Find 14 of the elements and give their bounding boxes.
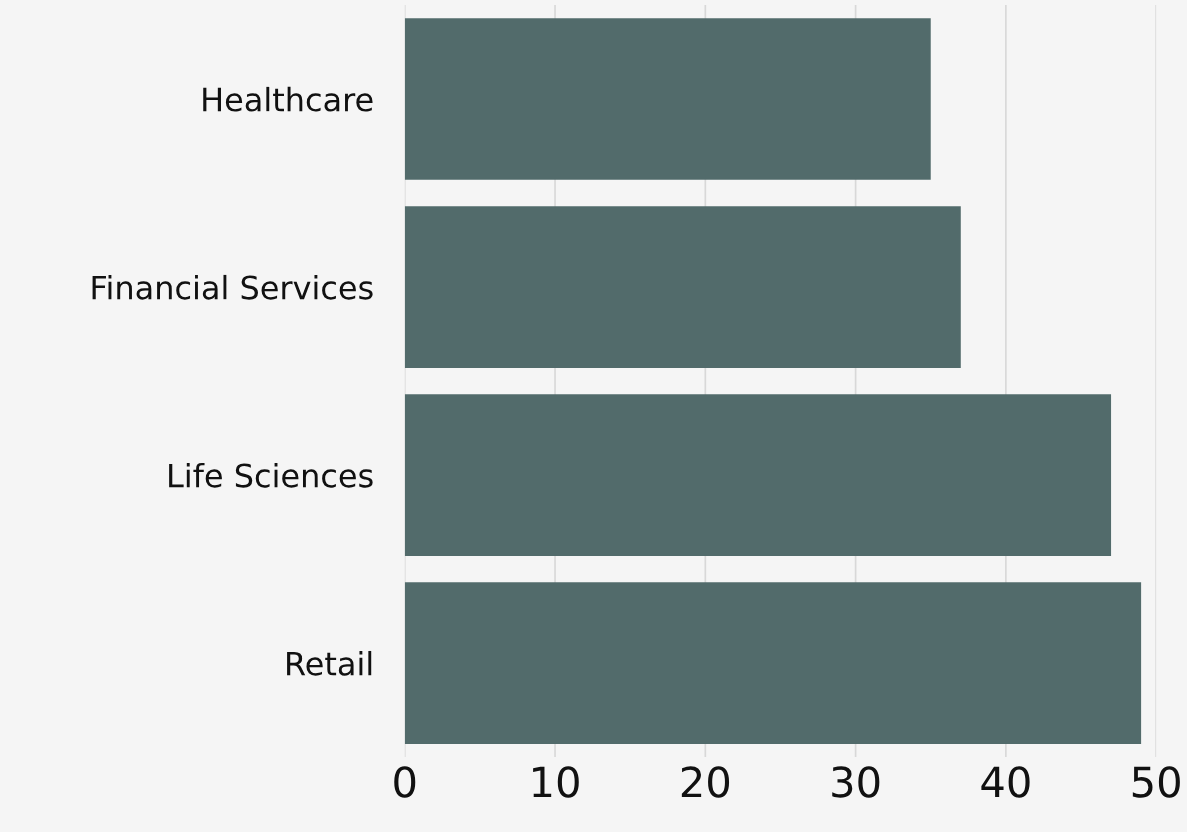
- x-tick-label: 10: [533, 766, 579, 798]
- bar: [404, 394, 1112, 556]
- x-tick-label: 0: [394, 766, 416, 798]
- bar: [404, 206, 961, 368]
- x-tick-label: 30: [832, 766, 880, 798]
- bar: [404, 18, 931, 180]
- x-tick-label: 50: [1132, 766, 1180, 798]
- y-tick-label: Healthcare: [203, 86, 373, 112]
- y-tick-label: Financial Services: [92, 274, 373, 300]
- bar: [404, 582, 1142, 744]
- y-tick-label: Life Sciences: [169, 462, 373, 488]
- y-tick-label: Retail: [287, 650, 372, 676]
- x-tick-label: 40: [981, 766, 1030, 798]
- x-tick-label: 20: [681, 766, 730, 798]
